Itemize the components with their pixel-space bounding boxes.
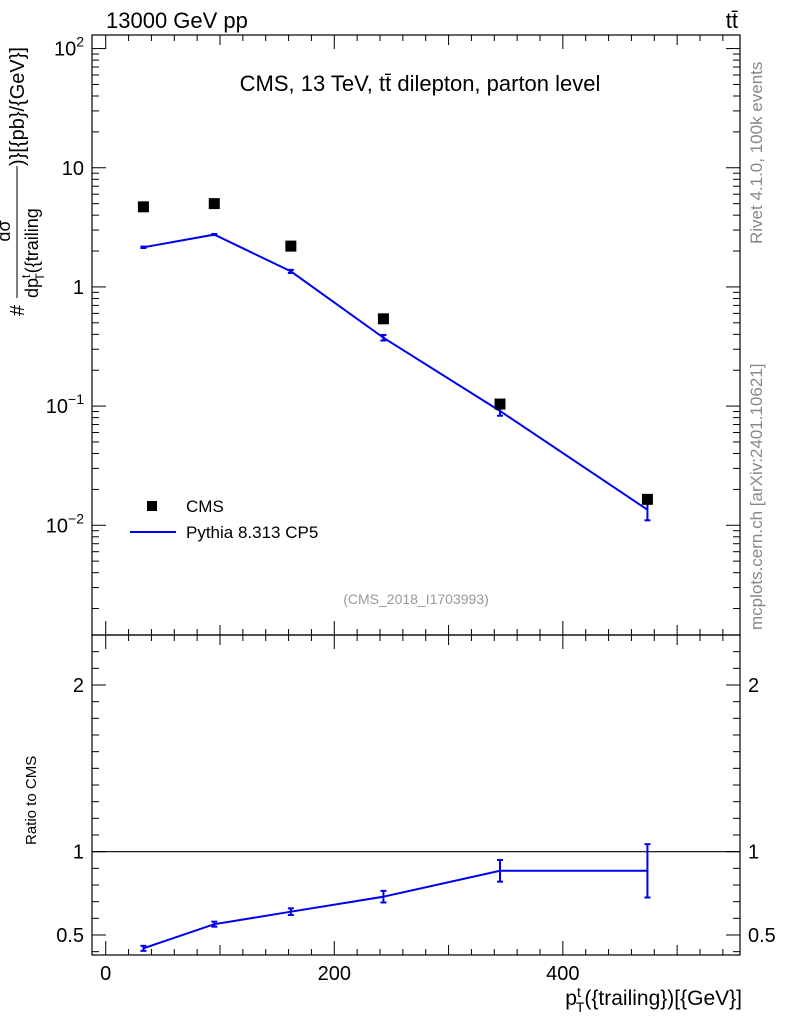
ylabel-prefix: # [7,304,29,316]
cms-data-point [208,198,220,210]
xtick-label: 400 [546,963,579,985]
xtick-label: 200 [318,963,351,985]
main-ytick-label: 102 [54,34,84,61]
svg-text:#: # [7,304,29,316]
xlabel-sub: T [576,999,585,1015]
cms-data-point [641,493,653,505]
ratio-ylabel: Ratio to CMS [23,756,40,845]
xlabel-rest: ({trailing})[{GeV}] [584,987,742,1010]
ratio-series-line [143,869,648,950]
ratio-ytick-label-right: 2 [748,675,759,697]
analysis-watermark: (CMS_2018_I1703993) [343,591,489,607]
ratio-ytick-label: 1 [73,842,84,864]
xlabel-sup: t [577,984,581,1000]
svg-text:dptT({trailing: dptT({trailing [19,208,47,298]
rivet-label: Rivet 4.1.0, 100k events [747,62,766,244]
main-ytick-label: 1 [73,277,84,299]
mcplots-label: mcplots.cern.ch [arXiv:2401.10621] [747,364,766,630]
main-ylabel: # dσ dptT({trailing )}[{pb}/{GeV}] [0,47,47,316]
ylabel-dp: dp [22,278,42,298]
ratio-plot-frame [91,634,741,956]
ratio-ytick-label: 2 [73,675,84,697]
main-plot-title: CMS, 13 TeV, tt̄ dilepton, parton level [240,71,601,96]
header-process: tt̄ [726,8,738,33]
main-ytick-label: 10 [62,158,84,180]
main-ytick-label: 10−2 [46,510,84,537]
cms-data-point [494,398,506,410]
cms-data-point [137,201,149,213]
xaxis-label: pt T({trailing})[{GeV}] [565,984,742,1015]
ratio-ytick-label-right: 0.5 [748,925,776,947]
pythia-series-line [143,233,648,511]
ylabel-suffix: )}[{pb}/{GeV}] [7,47,29,166]
xlabel-p: p [565,987,577,1010]
ratio-ytick-label: 0.5 [56,925,84,947]
ylabel-numerator: dσ [0,220,14,241]
main-plot-frame [91,34,741,636]
legend-label-pythia: Pythia 8.313 CP5 [186,523,318,542]
xtick-label: 0 [100,963,111,985]
ylabel-sub: T [33,273,47,281]
cms-data-point [377,313,389,325]
main-ytick-label: 10−1 [46,391,84,418]
ylabel-sup: t [19,274,33,278]
ratio-ytick-label-right: 1 [748,842,759,864]
header-energy: 13000 GeV pp [106,8,248,33]
ylabel-denominator-rest: ({trailing [22,208,42,273]
legend: CMS Pythia 8.313 CP5 [130,497,318,542]
legend-label-cms: CMS [186,497,224,516]
legend-marker-cms [147,501,157,511]
cms-data-point [285,240,297,252]
